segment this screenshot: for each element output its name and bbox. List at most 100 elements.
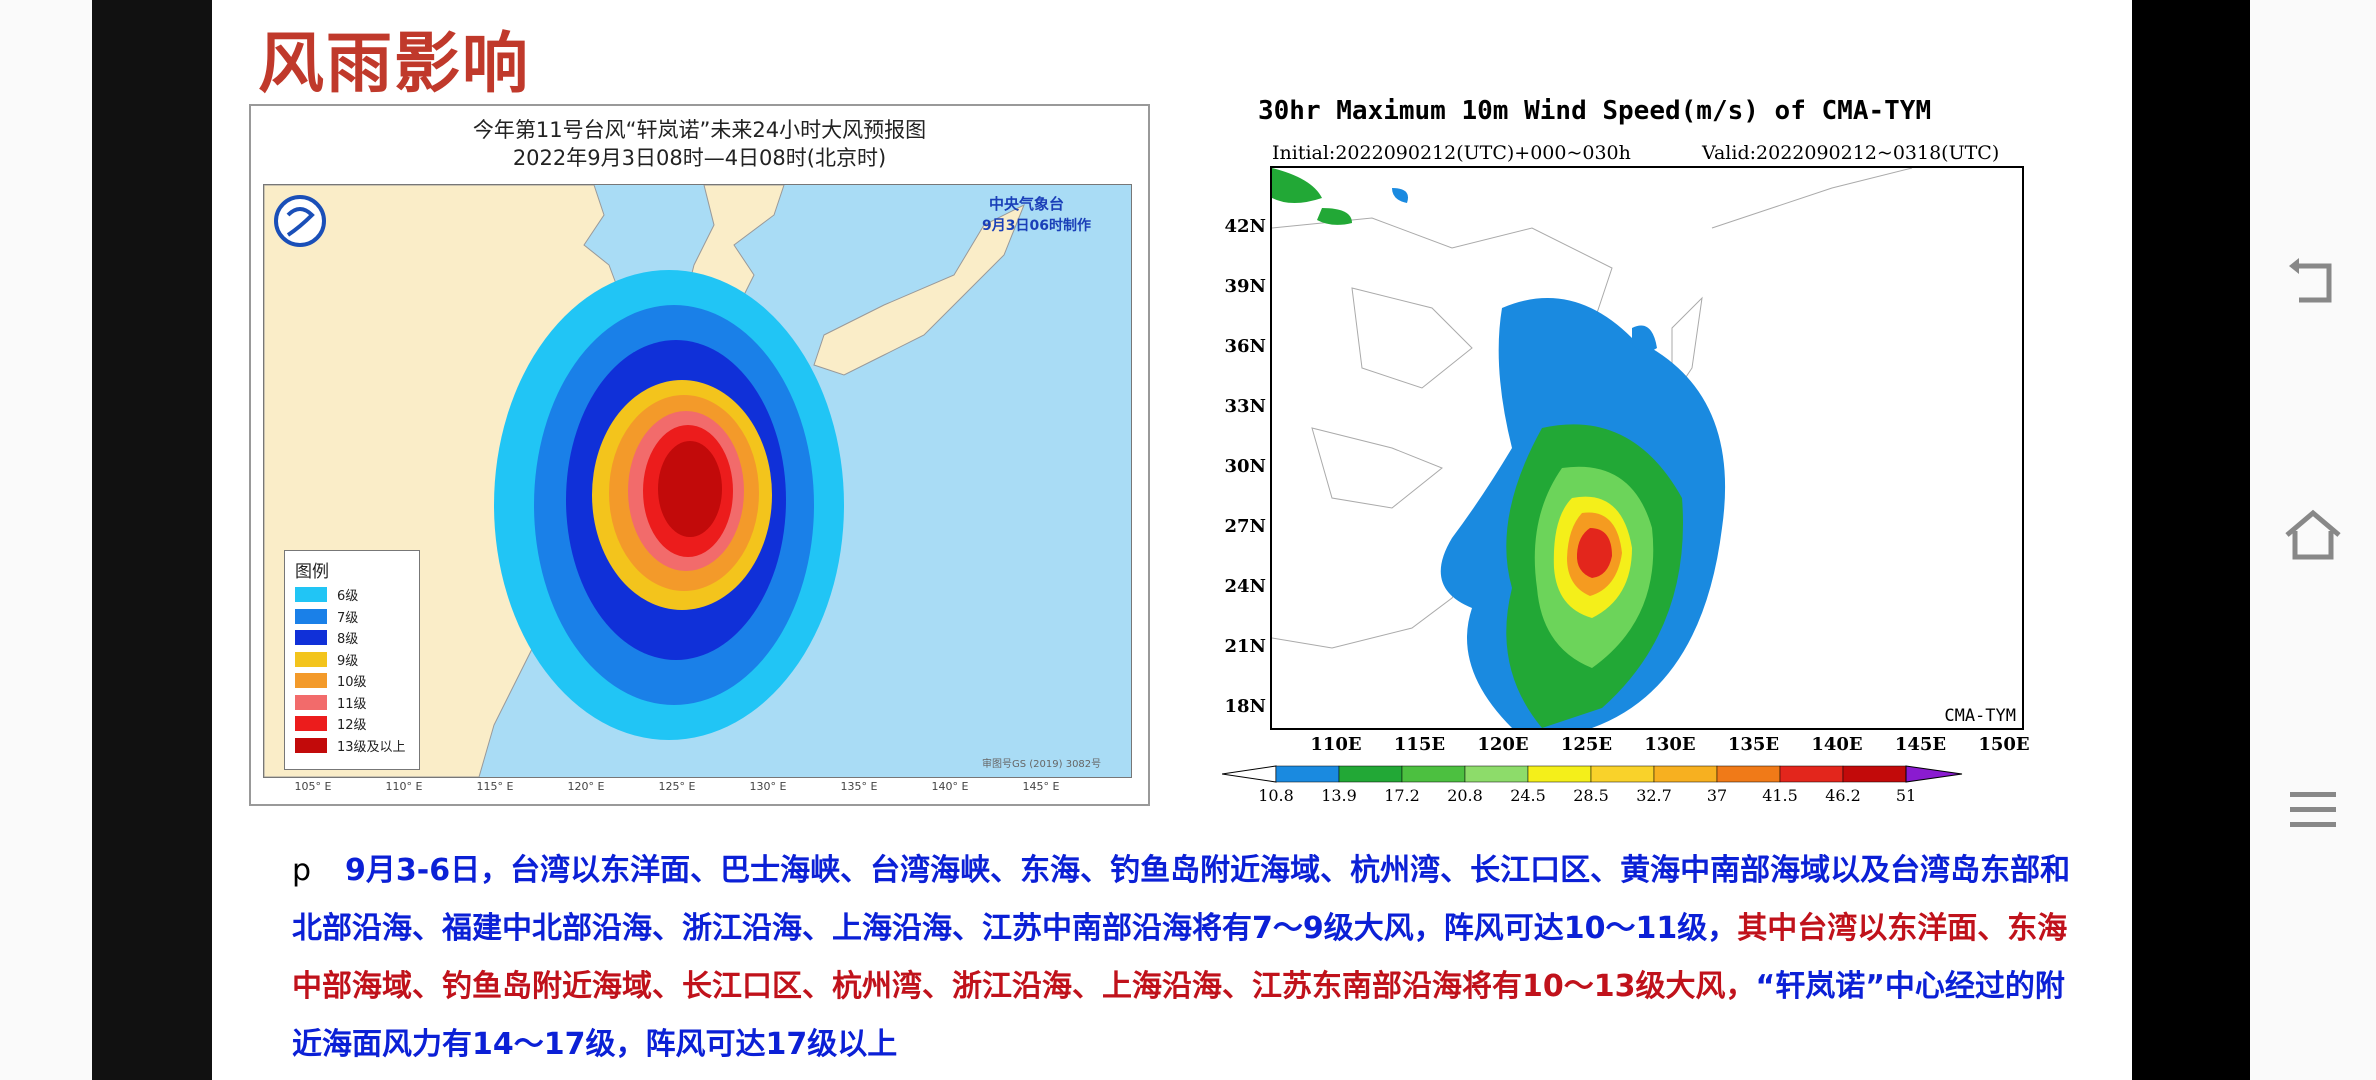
colorbar-bin xyxy=(1716,765,1781,783)
menu-button[interactable] xyxy=(2278,775,2348,845)
map1-lon-tick: 115° E xyxy=(476,780,514,793)
map-approval-no: 审图号GS (2019) 3082号 xyxy=(982,759,1102,770)
colorbar-bin xyxy=(1275,765,1340,783)
map2-lon-tick: 115E xyxy=(1393,734,1446,755)
colorbar-label: 20.8 xyxy=(1447,786,1483,805)
map1-legend: 图例 6级 7级 8级 9级 10级 11级 12级 13级及以上 xyxy=(284,550,420,770)
map2-lon-tick: 145E xyxy=(1894,734,1947,755)
back-button[interactable] xyxy=(2278,248,2348,318)
colorbar-low-arrow xyxy=(1222,765,1277,783)
colorbar-label: 32.7 xyxy=(1636,786,1672,805)
legend-item: 10级 xyxy=(295,670,419,692)
legend-item: 13级及以上 xyxy=(295,735,419,757)
colorbar-bin xyxy=(1338,765,1403,783)
map2-graphic xyxy=(1272,168,1913,728)
colorbar-bin xyxy=(1779,765,1844,783)
map1-lon-tick: 125° E xyxy=(658,780,696,793)
map1-frame: 中央气象台 9月3日06时制作 图例 6级 7级 8级 9级 10级 11级 12级 13级及… xyxy=(263,184,1132,778)
map2-title: 30hr Maximum 10m Wind Speed(m/s) of CMA-… xyxy=(1258,96,1932,126)
colorbar-high-arrow xyxy=(1905,765,1963,783)
map2-lat-tick: 18N xyxy=(1224,696,1266,717)
legend-title: 图例 xyxy=(295,562,329,582)
colorbar-label: 37 xyxy=(1706,786,1728,805)
left-gutter xyxy=(0,0,92,1080)
legend-label: 9级 xyxy=(337,653,359,669)
map1-lon-tick: 135° E xyxy=(840,780,878,793)
menu-icon xyxy=(2290,792,2336,827)
map1-lon-tick: 120° E xyxy=(567,780,605,793)
map2-lat-tick: 42N xyxy=(1224,216,1266,237)
legend-label: 7级 xyxy=(337,610,359,626)
map2-valid: Valid:2022090212~0318(UTC) xyxy=(1702,142,2000,164)
map2-lon-tick: 140E xyxy=(1811,734,1863,755)
map2-lon-tick: 110E xyxy=(1310,734,1362,755)
legend-label: 11级 xyxy=(337,696,367,712)
paragraph-blue-part2: “轩岚诺”中心经过的附近海面风力有14～17级，阵风可达17级以上 xyxy=(292,969,2065,1062)
map1-lon-tick: 110° E xyxy=(385,780,423,793)
map2-lat-tick: 33N xyxy=(1224,396,1266,417)
legend-swatch xyxy=(295,716,327,732)
colorbar-label: 17.2 xyxy=(1384,786,1420,805)
map1-lon-tick: 130° E xyxy=(749,780,787,793)
legend-item: 7级 xyxy=(295,606,419,628)
back-icon xyxy=(2289,258,2332,303)
colorbar-label: 51 xyxy=(1895,786,1917,805)
colorbar-bin xyxy=(1653,765,1718,783)
map1-graphic xyxy=(264,185,1025,777)
colorbar-label: 46.2 xyxy=(1825,786,1861,805)
map2-frame: CMA-TYM xyxy=(1270,166,2024,730)
legend-item: 12级 xyxy=(295,713,419,735)
map1-lon-tick: 145° E xyxy=(1022,780,1060,793)
map2-lon-tick: 150E xyxy=(1978,734,2030,755)
map2-lon-tick: 125E xyxy=(1560,734,1613,755)
legend-item: 11级 xyxy=(295,692,419,714)
map2-lon-tick: 120E xyxy=(1477,734,1529,755)
system-nav-bar xyxy=(2250,0,2376,1080)
map2-lat-tick: 39N xyxy=(1224,276,1266,297)
agency-label: 中央气象台 xyxy=(989,195,1065,213)
map2-lon-tick: 135E xyxy=(1727,734,1780,755)
legend-swatch xyxy=(295,608,327,624)
gale-forecast-map: 今年第11号台风“轩岚诺”未来24小时大风预报图 2022年9月3日08时—4日… xyxy=(249,104,1150,806)
colorbar-bin xyxy=(1464,765,1529,783)
colorbar-label: 10.8 xyxy=(1258,786,1294,805)
colorbar xyxy=(1222,765,1963,783)
made-time-label: 9月3日06时制作 xyxy=(982,218,1091,234)
legend-label: 10级 xyxy=(337,675,367,691)
map2-lat-tick: 36N xyxy=(1224,336,1266,357)
map2-lon-tick: 130E xyxy=(1644,734,1696,755)
legend-swatch xyxy=(295,630,327,646)
model-label: CMA-TYM xyxy=(1944,706,2016,726)
legend-label: 13级及以上 xyxy=(337,739,406,755)
map1-lon-tick: 105° E xyxy=(294,780,332,793)
legend-label: 8级 xyxy=(337,632,359,648)
map2-initial: Initial:2022090212(UTC)+000~030h xyxy=(1272,142,1631,164)
legend-item: 8级 xyxy=(295,627,419,649)
legend-label: 6级 xyxy=(337,589,359,605)
colorbar-label: 13.9 xyxy=(1321,786,1357,805)
map1-title-line2: 2022年9月3日08时—4日08时(北京时) xyxy=(512,146,887,170)
map2-lat-tick: 24N xyxy=(1224,576,1266,597)
map1-title-line1: 今年第11号台风“轩岚诺”未来24小时大风预报图 xyxy=(472,118,927,142)
colorbar-label: 24.5 xyxy=(1510,786,1546,805)
colorbar-label: 41.5 xyxy=(1762,786,1798,805)
colorbar-bin xyxy=(1590,765,1655,783)
colorbar-bin xyxy=(1527,765,1592,783)
legend-label: 12级 xyxy=(337,718,367,734)
colorbar-bin xyxy=(1842,765,1907,783)
legend-swatch xyxy=(295,673,327,689)
legend-item: 6级 xyxy=(295,584,419,606)
colorbar-bin xyxy=(1401,765,1466,783)
map2-lat-tick: 21N xyxy=(1224,636,1266,657)
map2-lat-tick: 30N xyxy=(1224,456,1266,477)
home-button[interactable] xyxy=(2278,500,2348,570)
map1-lon-tick: 140° E xyxy=(931,780,969,793)
description-paragraph: p 9月3-6日，台湾以东洋面、巴士海峡、台湾海峡、东海、钓鱼岛附近海域、杭州湾、… xyxy=(292,842,2092,1074)
legend-swatch xyxy=(295,651,327,667)
slide-title: 风雨影响 xyxy=(258,25,530,102)
legend-swatch xyxy=(295,587,327,603)
paragraph-red-part: 其中台湾以东洋面、东海中部海域、钓鱼岛附近海域、长江口区、杭州湾、浙江沿海、上海… xyxy=(292,911,2068,1004)
legend-swatch xyxy=(295,737,327,753)
legend-swatch xyxy=(295,694,327,710)
bullet-marker: p xyxy=(292,853,312,888)
